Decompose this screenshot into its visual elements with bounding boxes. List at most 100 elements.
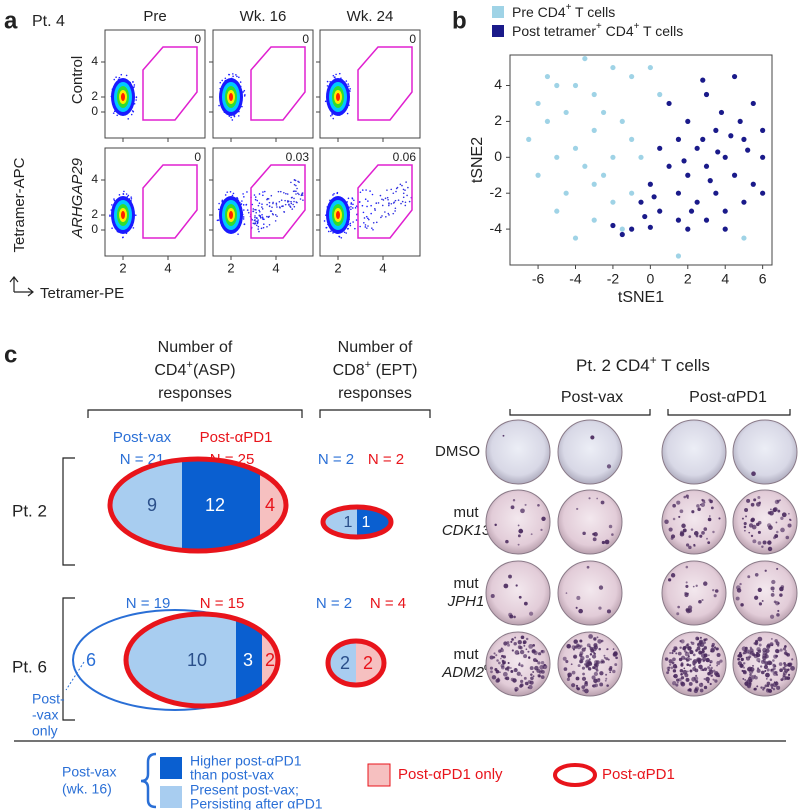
- spot: [695, 674, 698, 677]
- spot: [785, 535, 790, 540]
- gate: [142, 46, 198, 121]
- event-dot: [327, 230, 330, 233]
- point: [647, 224, 653, 230]
- event-dot: [381, 215, 383, 217]
- spot: [576, 507, 579, 511]
- spot: [703, 677, 706, 680]
- spot: [756, 685, 759, 688]
- event-dot: [349, 222, 352, 225]
- spot: [604, 679, 607, 682]
- spot: [757, 636, 763, 642]
- spot: [527, 686, 530, 689]
- spot: [490, 593, 495, 599]
- spot: [708, 654, 710, 657]
- spot: [525, 637, 529, 641]
- event-dot: [229, 190, 232, 193]
- event-dot: [359, 225, 361, 228]
- event-dot: [253, 219, 256, 222]
- spot: [772, 590, 775, 593]
- legend-label-part: +: [634, 21, 640, 32]
- event-dot: [272, 201, 274, 204]
- spot: [697, 637, 700, 640]
- event-dot: [257, 225, 260, 228]
- spot: [689, 650, 694, 655]
- event-dot: [366, 227, 368, 229]
- point: [554, 208, 560, 214]
- event-dot: [109, 215, 111, 217]
- spot: [754, 572, 759, 577]
- event-dot: [132, 110, 135, 113]
- spot: [765, 688, 770, 693]
- spot: [685, 494, 689, 498]
- density: [121, 93, 125, 101]
- point: [638, 154, 644, 160]
- event-dot: [245, 203, 248, 206]
- spot: [739, 582, 742, 586]
- event-dot: [243, 196, 245, 198]
- event-dot: [302, 199, 304, 201]
- event-dot: [338, 235, 340, 238]
- spot: [693, 688, 699, 694]
- spot: [676, 681, 679, 684]
- spot: [701, 531, 705, 535]
- spot: [743, 522, 747, 526]
- event-dot: [256, 199, 259, 202]
- spot: [692, 653, 696, 657]
- event-dot: [254, 222, 257, 225]
- spot: [715, 672, 720, 678]
- header-line-part: Number of: [338, 339, 413, 356]
- spot: [693, 665, 696, 668]
- x-tick-label: 4: [721, 271, 729, 287]
- spot: [503, 641, 508, 646]
- header-line-part: CD8: [333, 362, 365, 379]
- spot: [600, 500, 605, 505]
- event-dot: [274, 220, 277, 222]
- point: [722, 226, 728, 232]
- spot: [699, 636, 702, 639]
- spot: [510, 640, 513, 643]
- spot: [783, 663, 788, 668]
- event-dot: [121, 236, 124, 239]
- spot: [491, 675, 497, 680]
- spot: [528, 644, 534, 649]
- spot: [744, 679, 746, 681]
- gene-name: JPH1: [447, 593, 485, 610]
- event-dot: [401, 200, 404, 203]
- spot: [745, 656, 748, 659]
- point: [703, 91, 710, 98]
- spot: [685, 677, 690, 682]
- spot: [707, 666, 711, 670]
- event-dot: [283, 191, 285, 194]
- spot: [673, 674, 676, 678]
- spot: [517, 645, 522, 649]
- spot: [490, 670, 493, 674]
- event-dot: [372, 228, 374, 231]
- spot: [502, 434, 505, 437]
- spot: [775, 521, 778, 524]
- legend-ring: [553, 763, 597, 787]
- event-dot: [332, 74, 335, 77]
- spot: [700, 653, 706, 658]
- event-dot: [235, 74, 237, 76]
- point: [563, 190, 569, 196]
- y-tick-label: 2: [91, 89, 98, 103]
- spot: [679, 532, 685, 537]
- event-dot: [269, 210, 272, 212]
- point: [610, 222, 616, 229]
- event-dot: [236, 75, 238, 78]
- spot: [679, 668, 684, 673]
- spot: [686, 608, 691, 614]
- spot: [706, 537, 708, 540]
- density: [229, 211, 233, 219]
- spot: [753, 653, 759, 659]
- spot: [496, 659, 499, 662]
- event-dot: [252, 222, 255, 225]
- spot: [522, 640, 527, 644]
- spot: [703, 638, 707, 642]
- event-dot: [299, 198, 302, 200]
- spot: [582, 672, 585, 676]
- event-dot: [284, 203, 287, 206]
- spot: [566, 677, 570, 681]
- spot: [707, 680, 710, 684]
- event-dot: [379, 194, 382, 197]
